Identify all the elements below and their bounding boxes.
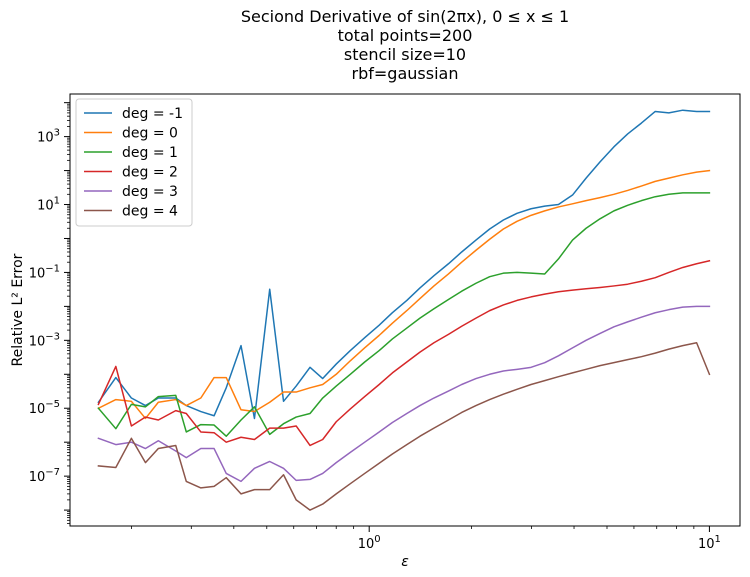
chart-title-line: rbf=gaussian — [352, 64, 459, 83]
chart-title-line: total points=200 — [338, 26, 473, 45]
x-tick-label: 100 — [358, 534, 381, 552]
legend: deg = -1 deg = 0 deg = 1 deg = 2 deg = 3 deg … — [75, 98, 193, 227]
series-line-deg-4 — [97, 305, 711, 483]
series-lines — [97, 109, 711, 511]
series-line-deg-0 — [97, 109, 711, 420]
chart-title: Seciond Derivative of sin(2πx), 0 ≤ x ≤ … — [241, 7, 569, 83]
series-line-deg-3 — [97, 259, 711, 447]
legend-entry: deg = 4 — [122, 204, 178, 220]
legend-box — [75, 98, 193, 227]
x-tick-label: 101 — [698, 534, 721, 552]
legend-entry: deg = -1 — [122, 106, 183, 122]
chart-title-line: stencil size=10 — [344, 45, 466, 64]
y-tick-label: 101 — [37, 196, 60, 214]
y-tick-label: 10−3 — [29, 331, 60, 349]
y-tick-label: 10−1 — [29, 263, 60, 281]
x-axis-ticks: 100 101 — [130, 526, 721, 552]
x-axis-label: ε — [401, 554, 409, 570]
y-axis-ticks: 10−7 10−5 10−3 10−1 101 103 — [29, 102, 70, 525]
series-line-deg-2 — [97, 192, 711, 437]
y-axis-label: Relative L² Error — [10, 253, 26, 366]
y-tick-label: 103 — [37, 128, 60, 146]
y-tick-label: 10−7 — [29, 467, 60, 485]
chart-title-line: Seciond Derivative of sin(2πx), 0 ≤ x ≤ … — [241, 7, 569, 26]
series-line-deg-1 — [97, 169, 711, 420]
legend-entry: deg = 0 — [122, 126, 178, 142]
legend-entry: deg = 3 — [122, 184, 178, 200]
series-line-deg-5 — [97, 341, 711, 511]
legend-entry: deg = 1 — [122, 145, 178, 161]
y-tick-label: 10−5 — [29, 399, 60, 417]
legend-entry: deg = 2 — [122, 165, 178, 181]
